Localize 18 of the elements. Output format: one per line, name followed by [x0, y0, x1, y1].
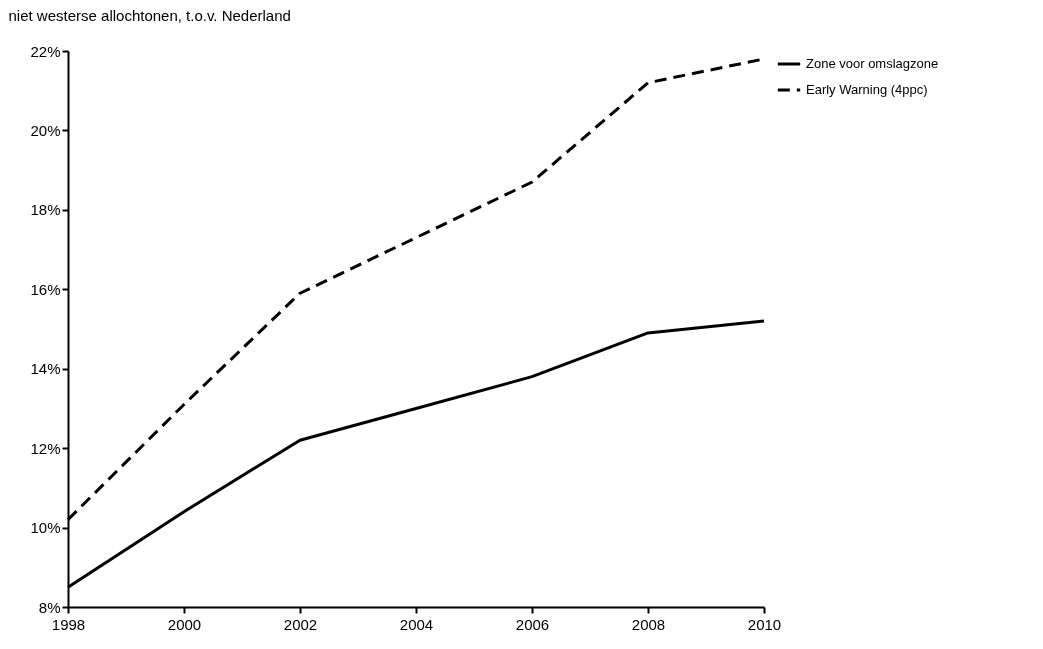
y-tick-label: 20% — [30, 121, 61, 139]
x-tick-label: 2006 — [515, 615, 550, 633]
legend-label: Early Warning (4ppc) — [806, 82, 928, 97]
x-tick-label: 2010 — [747, 615, 782, 633]
y-tick-label: 8% — [38, 598, 61, 616]
y-tick-label: 18% — [30, 201, 61, 219]
legend-label: Zone voor omslagzone — [806, 56, 939, 71]
y-tick-label: 10% — [30, 519, 61, 537]
y-tick-label: 16% — [30, 280, 61, 298]
x-tick-label: 1998 — [51, 615, 86, 633]
x-tick-label: 2004 — [399, 615, 434, 633]
x-tick-label: 2002 — [283, 615, 318, 633]
y-axis-title: niet westerse allochtonen, t.o.v. Nederland — [8, 6, 291, 24]
y-tick-label: 12% — [30, 439, 61, 457]
x-tick-label: 2000 — [167, 615, 202, 633]
y-tick-label: 22% — [30, 42, 61, 60]
y-tick-label: 14% — [30, 360, 61, 378]
x-tick-label: 2008 — [631, 615, 666, 633]
